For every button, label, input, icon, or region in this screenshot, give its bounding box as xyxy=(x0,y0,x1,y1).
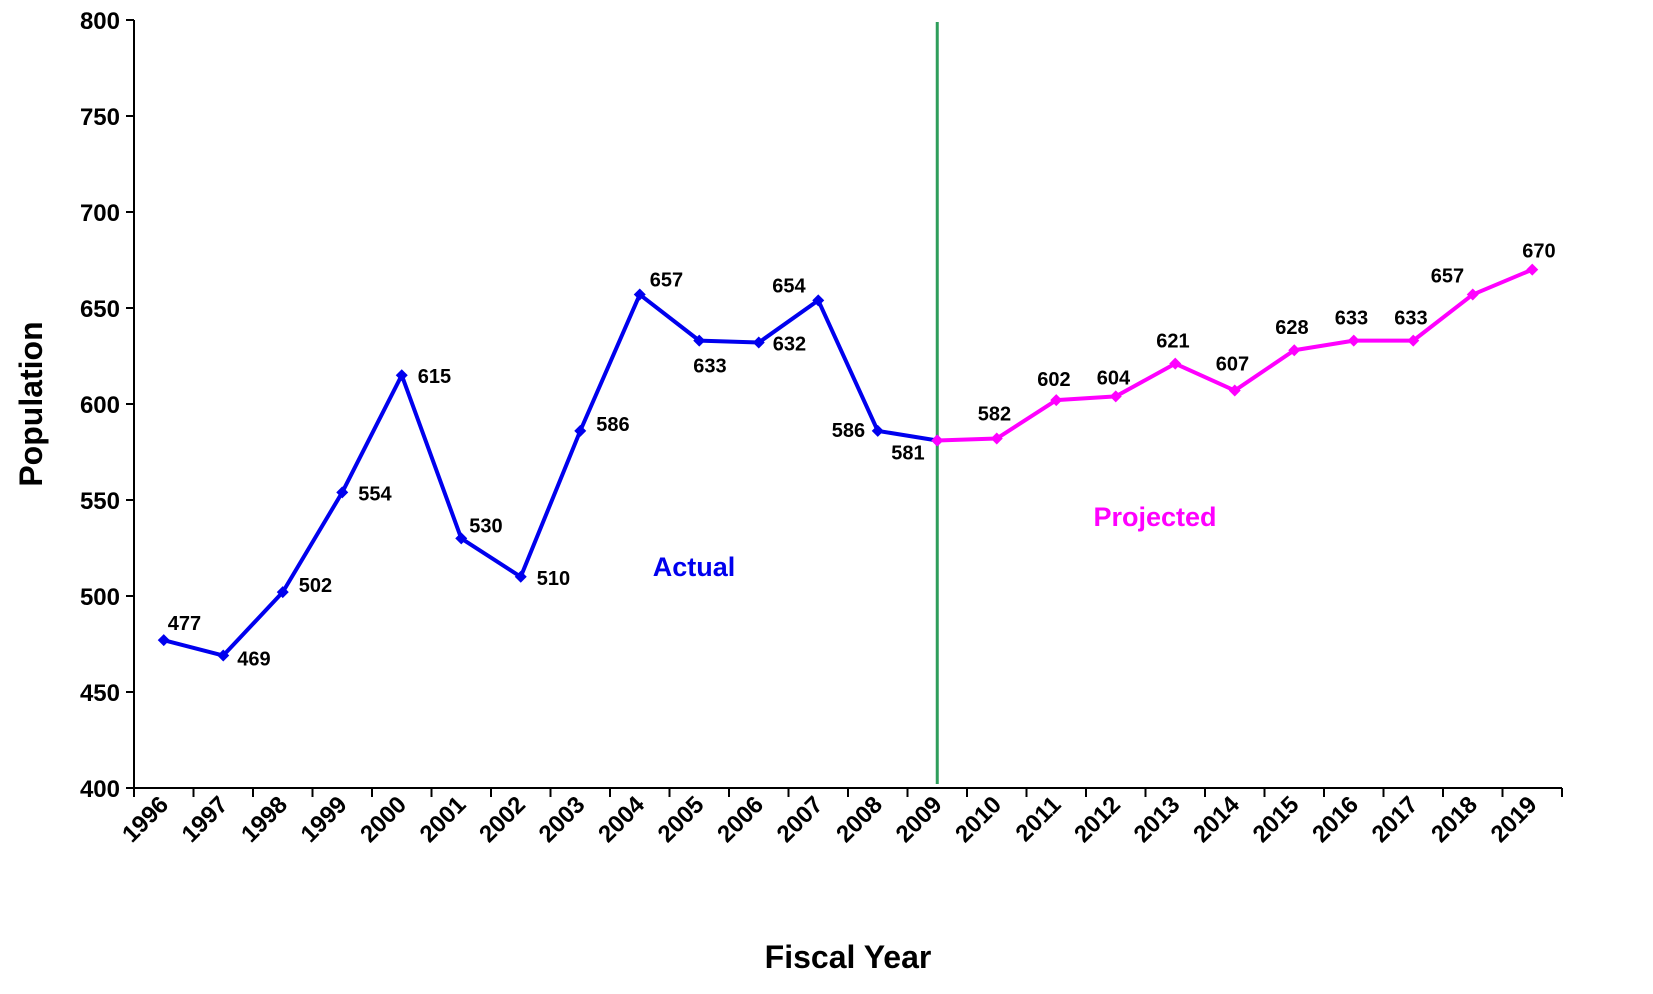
data-label: 602 xyxy=(1037,369,1070,391)
y-tick-label: 700 xyxy=(80,200,120,227)
x-tick-label: 2002 xyxy=(474,791,531,848)
data-label: 477 xyxy=(168,613,201,635)
x-tick-label: 2019 xyxy=(1486,791,1543,848)
data-label: 615 xyxy=(418,366,451,388)
data-point-actual xyxy=(871,424,884,437)
y-axis-title: Population xyxy=(13,321,49,486)
x-tick-label: 2005 xyxy=(653,791,710,848)
data-point-projected xyxy=(1050,394,1063,407)
data-point-projected xyxy=(1228,384,1241,397)
data-label: 633 xyxy=(693,356,726,378)
data-point-actual xyxy=(752,336,765,349)
x-axis-title: Fiscal Year xyxy=(765,939,932,975)
data-label: 502 xyxy=(299,575,332,597)
x-tick-label: 1997 xyxy=(177,791,234,848)
data-label: 586 xyxy=(832,420,865,442)
x-tick-label: 2014 xyxy=(1188,791,1245,848)
x-tick-label: 2017 xyxy=(1367,791,1424,848)
data-label: 633 xyxy=(1335,308,1368,330)
y-tick-label: 600 xyxy=(80,392,120,419)
x-tick-label: 1998 xyxy=(236,791,293,848)
data-point-projected xyxy=(1109,390,1122,403)
data-label: 654 xyxy=(772,275,806,297)
data-label: 604 xyxy=(1097,367,1131,389)
data-point-projected xyxy=(1407,334,1420,347)
data-label: 582 xyxy=(978,404,1011,426)
data-label: 628 xyxy=(1275,317,1308,339)
data-label: 554 xyxy=(358,483,392,505)
x-tick-label: 2015 xyxy=(1248,791,1305,848)
data-point-actual xyxy=(693,334,706,347)
data-point-actual xyxy=(276,586,289,599)
data-point-projected xyxy=(1347,334,1360,347)
data-point-projected xyxy=(990,432,1003,445)
data-point-projected xyxy=(1169,357,1182,370)
x-tick-label: 2008 xyxy=(831,791,888,848)
y-tick-label: 750 xyxy=(80,104,120,131)
data-label: 586 xyxy=(596,414,629,436)
data-point-actual xyxy=(455,532,468,545)
data-point-actual xyxy=(633,288,646,301)
data-point-actual xyxy=(574,424,587,437)
annotation-projected: Projected xyxy=(1093,502,1216,532)
x-tick-label: 2007 xyxy=(772,791,829,848)
data-label: 607 xyxy=(1216,354,1249,376)
data-label: 632 xyxy=(773,334,806,356)
x-tick-label: 2003 xyxy=(534,791,591,848)
x-tick-label: 2006 xyxy=(712,791,769,848)
x-tick-label: 2016 xyxy=(1307,791,1364,848)
x-tick-label: 2013 xyxy=(1129,791,1186,848)
y-tick-label: 650 xyxy=(80,296,120,323)
data-point-actual xyxy=(812,294,825,307)
x-tick-label: 2018 xyxy=(1426,791,1483,848)
x-tick-label: 2000 xyxy=(355,791,412,848)
data-label: 670 xyxy=(1522,241,1555,263)
data-point-actual xyxy=(395,369,408,382)
y-tick-label: 550 xyxy=(80,488,120,515)
x-tick-label: 2011 xyxy=(1011,791,1067,847)
data-label: 581 xyxy=(891,442,924,464)
x-tick-label: 1996 xyxy=(117,791,174,848)
data-point-actual xyxy=(157,634,170,647)
data-point-actual xyxy=(217,649,230,662)
y-tick-label: 800 xyxy=(80,8,120,35)
y-tick-label: 400 xyxy=(80,776,120,803)
x-tick-label: 2010 xyxy=(950,791,1007,848)
data-label: 621 xyxy=(1156,331,1189,353)
data-point-projected xyxy=(1466,288,1479,301)
x-tick-label: 2009 xyxy=(891,791,948,848)
data-label: 530 xyxy=(469,515,502,537)
data-point-actual xyxy=(336,486,349,499)
x-tick-label: 2004 xyxy=(593,791,650,848)
annotation-actual: Actual xyxy=(653,552,736,582)
x-tick-label: 2001 xyxy=(415,791,472,848)
data-label: 657 xyxy=(650,270,683,292)
x-tick-label: 1999 xyxy=(296,791,353,848)
data-point-projected xyxy=(1288,344,1301,357)
y-tick-label: 500 xyxy=(80,584,120,611)
data-label: 510 xyxy=(537,568,570,590)
data-point-actual xyxy=(514,570,527,583)
data-point-projected xyxy=(1526,263,1539,276)
y-tick-label: 450 xyxy=(80,680,120,707)
data-label: 633 xyxy=(1394,308,1427,330)
series-line-actual xyxy=(163,292,938,658)
data-point-projected xyxy=(931,434,944,447)
data-label: 469 xyxy=(237,649,270,671)
x-tick-label: 2012 xyxy=(1069,791,1126,848)
data-label: 657 xyxy=(1431,266,1464,288)
